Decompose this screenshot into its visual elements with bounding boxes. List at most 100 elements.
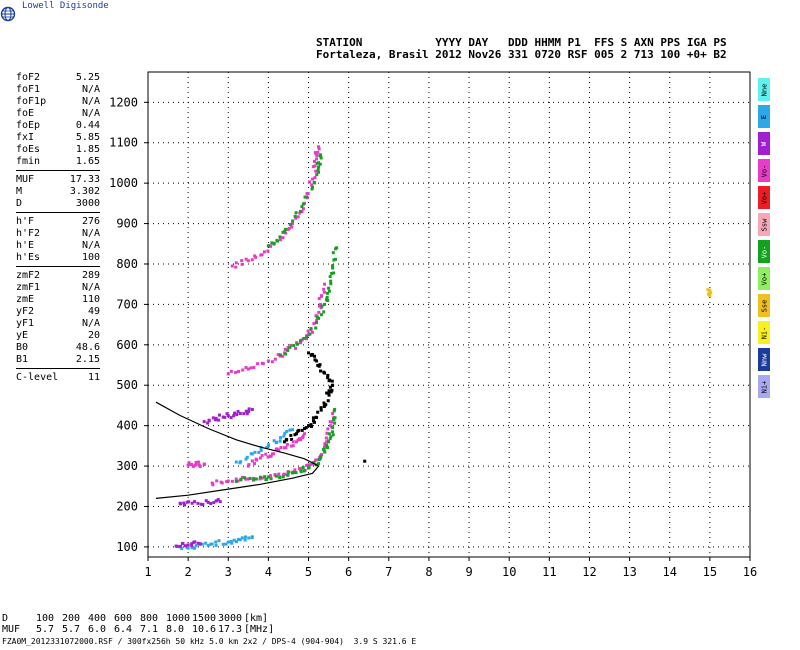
echo-point (261, 362, 265, 366)
echo-point (287, 226, 291, 230)
echo-point (285, 429, 289, 433)
echo-point (325, 440, 329, 444)
echo-point (204, 541, 208, 545)
legend-item: Ni- (758, 321, 770, 344)
echo-point (311, 177, 315, 181)
echo-point (257, 450, 261, 454)
echo-point (315, 319, 319, 323)
echo-point (312, 460, 316, 464)
echo-point (287, 470, 291, 474)
distance-row: D 100 200 400 600 800 1000 1500 3000 [km… (2, 613, 288, 624)
distance-value: 600 (114, 613, 133, 624)
legend-label: Vo- (760, 245, 768, 258)
echo-point (326, 427, 330, 431)
echo-point (226, 540, 230, 544)
echo-point (328, 420, 332, 424)
echo-point (216, 498, 220, 502)
header-labels: STATION YYYY DAY DDD HHMM P1 FFS S AXN P… (316, 36, 727, 49)
echo-point (258, 477, 262, 481)
y-tick-label: 700 (116, 297, 138, 311)
x-tick-label: 15 (703, 565, 717, 579)
legend-item: Ni+ (758, 375, 770, 398)
echo-point (236, 479, 240, 483)
echo-point (319, 456, 323, 460)
param-value: N/A (81, 84, 100, 95)
echo-point (304, 426, 308, 430)
echo-point (317, 145, 321, 149)
x-tick-label: 16 (743, 565, 757, 579)
echo-point (240, 262, 244, 266)
echo-point (202, 462, 206, 466)
param-row: yF2 49 (16, 306, 100, 318)
echo-point (300, 338, 304, 342)
echo-point (244, 535, 248, 539)
echo-point (229, 540, 233, 544)
echo-point (331, 426, 335, 430)
echo-point (330, 379, 334, 383)
param-value: 3.302 (69, 186, 100, 197)
echo-point (282, 230, 286, 234)
distance-value: 200 (62, 613, 81, 624)
echo-point (247, 536, 251, 540)
echo-point (301, 202, 305, 206)
echo-point (293, 468, 297, 472)
echo-point (190, 542, 194, 546)
echo-point (232, 414, 236, 418)
param-value: 48.6 (75, 342, 100, 353)
echo-point (178, 502, 182, 506)
y-tick-label: 800 (116, 257, 138, 271)
echo-point (209, 501, 213, 505)
echo-point (317, 147, 321, 151)
echo-point (289, 433, 293, 437)
echo-point (330, 430, 334, 434)
echo-point (230, 479, 234, 483)
legend-label: Vo+ (760, 191, 768, 204)
x-tick-label: 4 (265, 565, 272, 579)
param-value: 100 (81, 252, 100, 263)
echo-point (294, 346, 298, 350)
y-tick-label: 500 (116, 378, 138, 392)
muf-value: 6.4 (114, 624, 133, 635)
echo-point (307, 424, 311, 428)
echo-point (198, 465, 202, 469)
echo-point (254, 477, 258, 481)
param-label: zmE (16, 294, 35, 305)
param-label: yF2 (16, 306, 35, 317)
echo-point (300, 205, 304, 209)
echo-point (266, 455, 270, 459)
echo-point (324, 403, 328, 407)
param-row: foF2 5.25 (16, 72, 100, 84)
echo-point (290, 471, 294, 475)
echo-point (266, 359, 270, 363)
echo-point (258, 456, 262, 460)
echo-point (206, 543, 210, 547)
echo-point (313, 176, 317, 180)
echo-point (206, 421, 210, 425)
echo-point (196, 501, 200, 505)
echo-point (322, 287, 326, 291)
echo-point (292, 343, 296, 347)
echo-point (272, 241, 276, 245)
echo-point (331, 412, 335, 416)
echo-point (206, 500, 210, 504)
y-tick-label: 600 (116, 338, 138, 352)
param-row: h'F2 N/A (16, 228, 100, 240)
echo-point (217, 413, 221, 417)
echo-point (223, 415, 227, 419)
echo-point (320, 294, 324, 298)
echo-point (285, 443, 289, 447)
echo-point (250, 407, 254, 411)
echo-point (306, 463, 310, 467)
param-row: h'E N/A (16, 240, 100, 252)
legend-label: W (760, 141, 768, 146)
echo-point (224, 542, 228, 546)
echo-point (247, 409, 251, 413)
param-label: B1 (16, 354, 29, 365)
echo-point (187, 461, 191, 465)
echo-point (233, 411, 237, 415)
echo-point (229, 369, 233, 373)
echo-point (319, 302, 323, 306)
legend-label: Ni+ (760, 380, 768, 393)
param-value: 5.25 (75, 72, 100, 83)
echo-point (320, 304, 324, 308)
